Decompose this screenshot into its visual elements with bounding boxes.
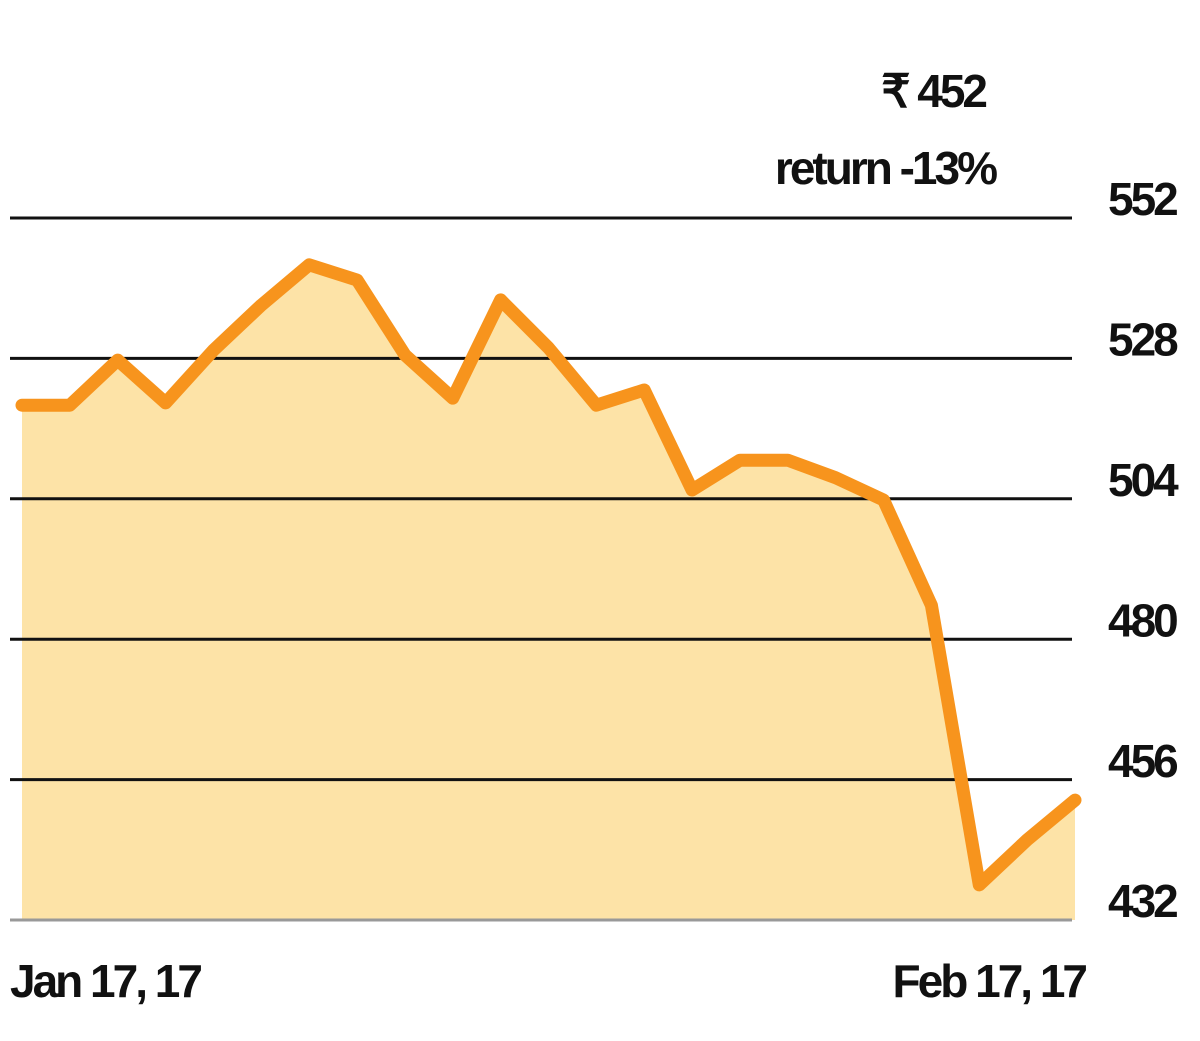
y-tick-label: 456 [1108,735,1177,787]
y-tick-label: 504 [1108,454,1179,506]
x-tick-label: Jan 17, 17 [10,955,201,1007]
area-fill [22,264,1075,920]
y-tick-label: 432 [1108,875,1177,927]
x-tick-label: Feb 17, 17 [893,955,1087,1007]
price-line [15,258,1082,892]
y-tick-label: 480 [1108,594,1177,646]
y-tick-label: 528 [1108,314,1178,366]
return-annotation: return -13% [775,142,997,194]
y-tick-label: 552 [1108,173,1177,225]
price-annotation: ₹ 452 [881,65,986,117]
